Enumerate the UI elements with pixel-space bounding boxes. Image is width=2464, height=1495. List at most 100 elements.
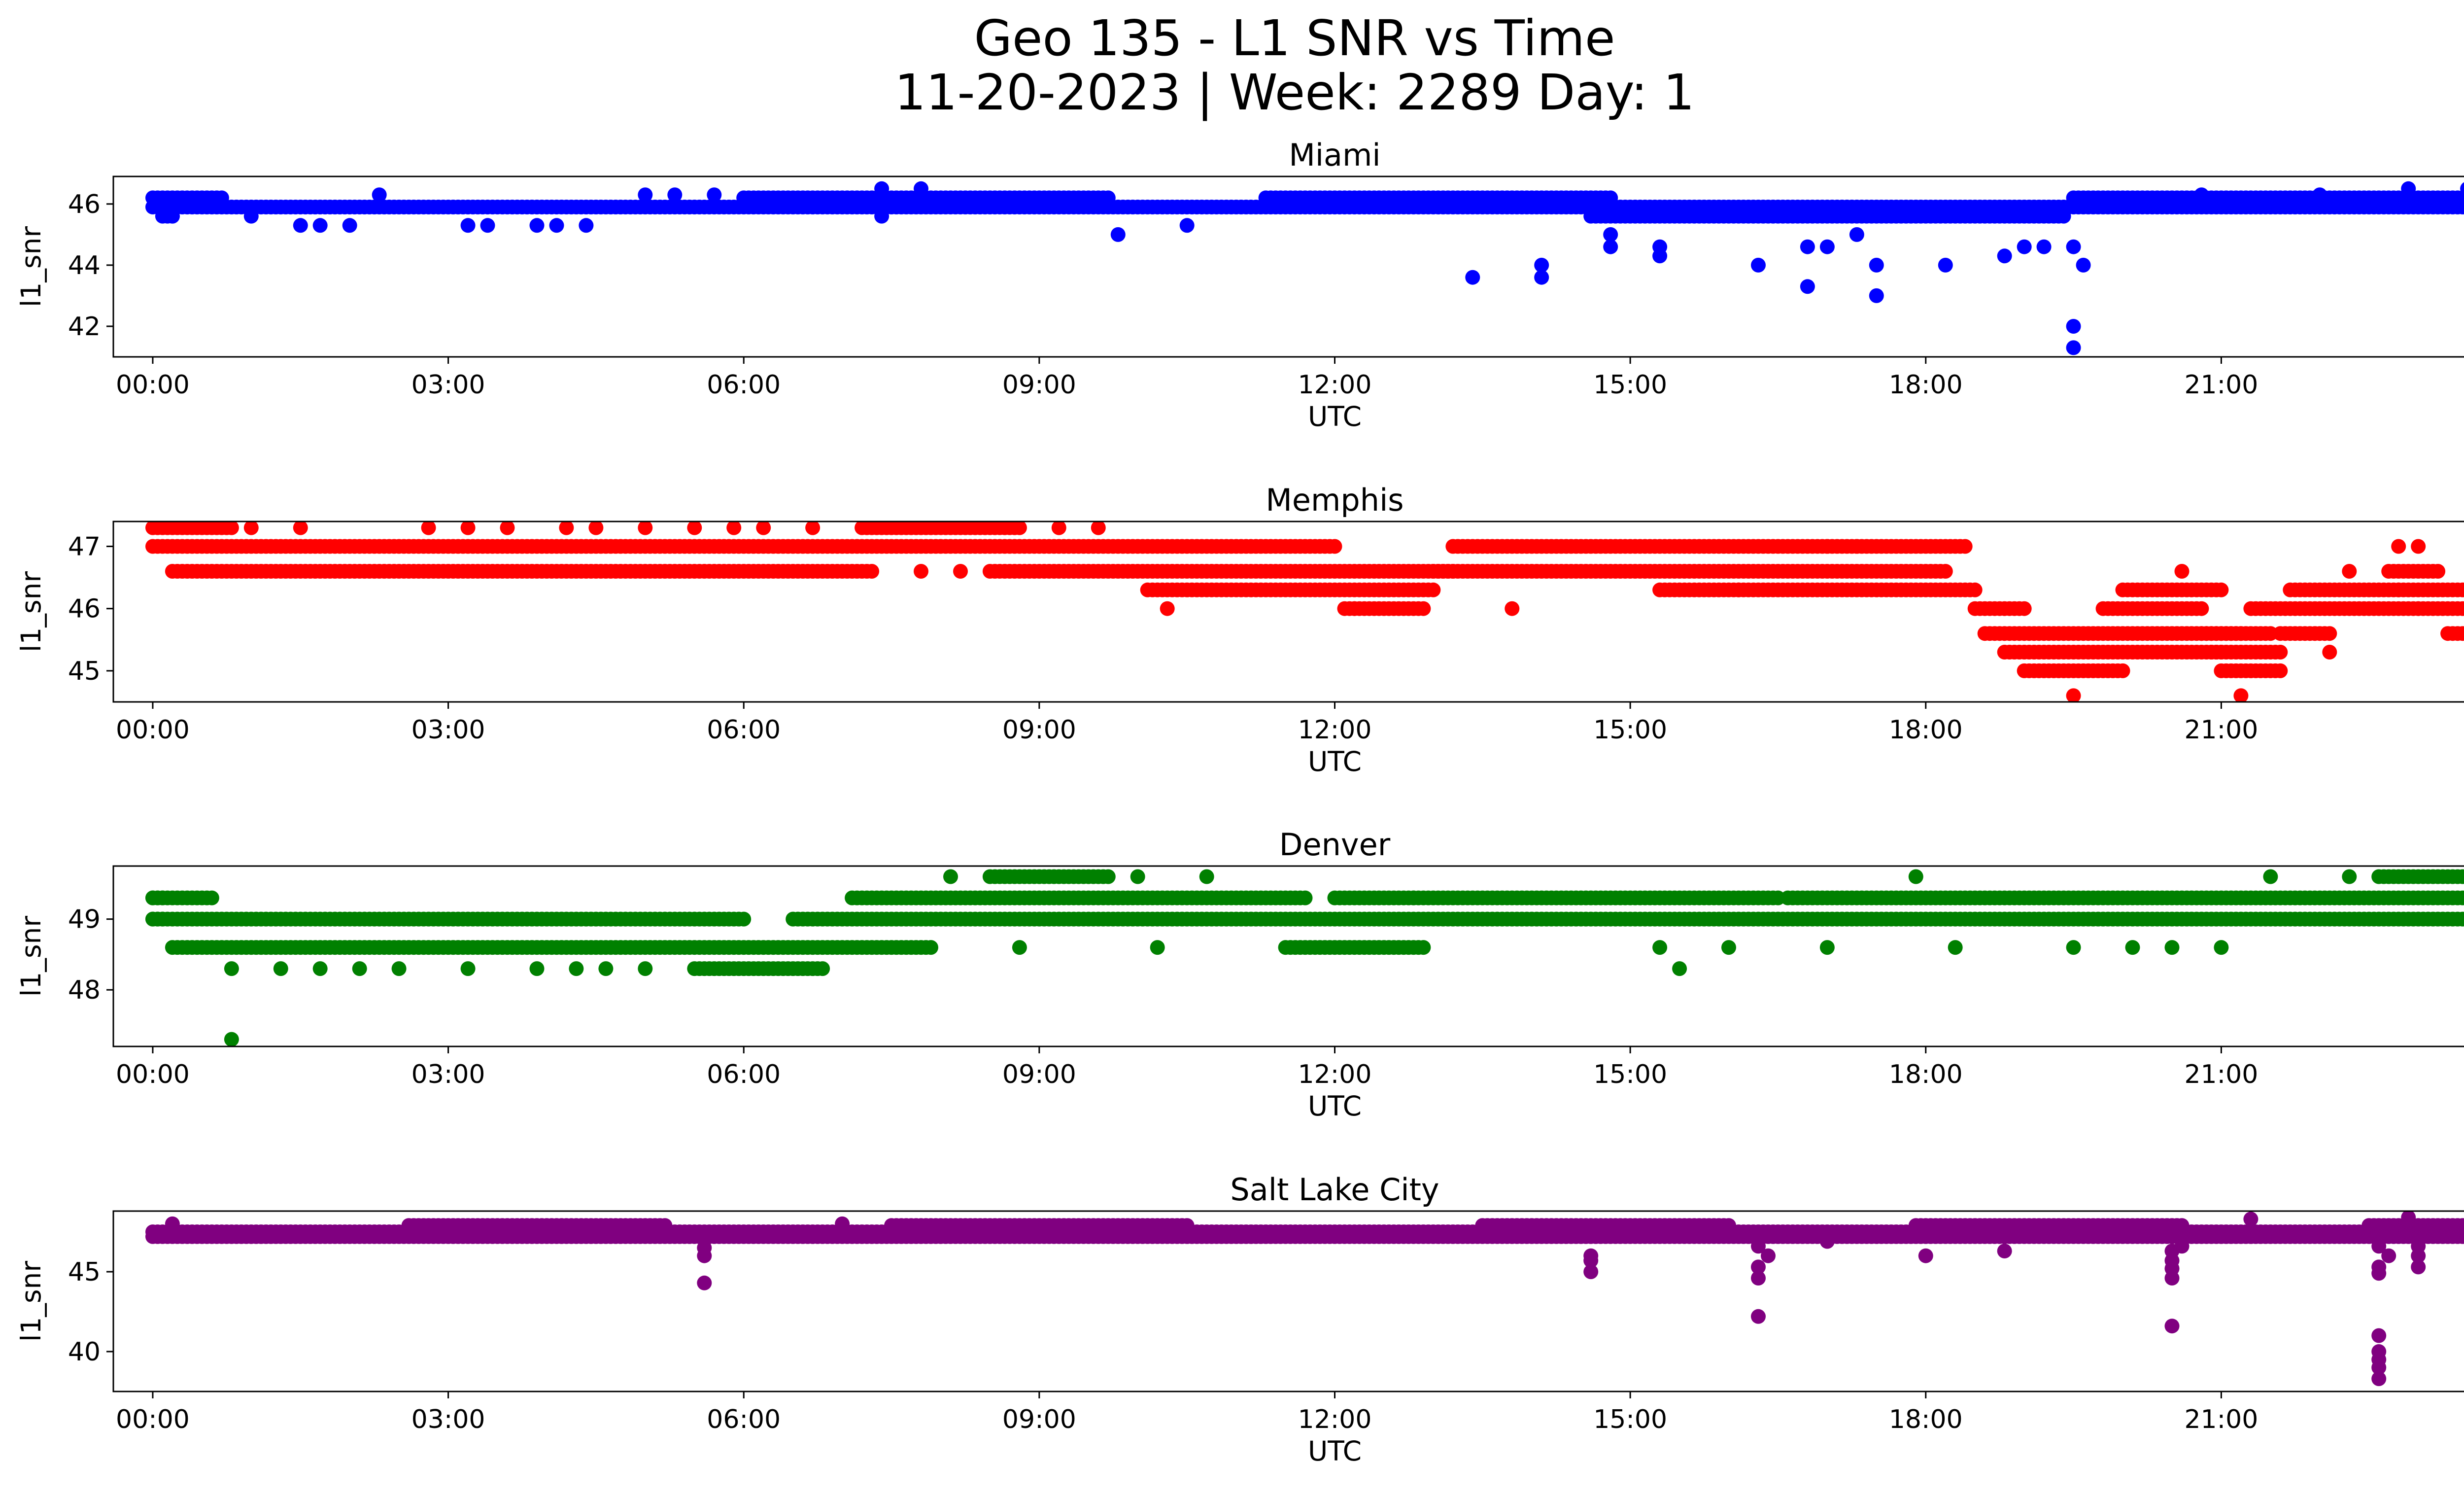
data-point (2411, 1259, 2426, 1275)
data-point (372, 187, 387, 203)
data-point (312, 961, 328, 976)
data-point (2342, 564, 2357, 579)
data-point (1534, 270, 1549, 285)
data-point (588, 522, 604, 535)
data-point (835, 1216, 850, 1231)
data-point (1130, 869, 1145, 884)
data-point (2174, 564, 2190, 579)
x-axis-label: UTC (1308, 1435, 1362, 1467)
data-point (224, 961, 239, 976)
data-point (243, 209, 259, 224)
data-point (480, 218, 495, 233)
data-point (2036, 239, 2052, 254)
y-tick-label: 40 (68, 1337, 101, 1367)
data-point (2214, 582, 2229, 597)
data-point (1012, 522, 1027, 535)
x-tick-label: 09:00 (1002, 370, 1076, 400)
data-point (1751, 1239, 1766, 1254)
data-point (1938, 564, 1953, 579)
y-tick-label: 45 (68, 657, 101, 686)
x-tick-label: 12:00 (1298, 370, 1372, 400)
data-point (1761, 1248, 1776, 1263)
data-point (529, 218, 545, 233)
x-tick-label: 09:00 (1002, 1405, 1076, 1434)
data-point (1426, 582, 1441, 597)
y-tick-label: 44 (68, 251, 101, 280)
data-point (2273, 645, 2288, 660)
x-tick-label: 00:00 (116, 1060, 190, 1089)
data-point (460, 218, 476, 233)
x-tick-label: 03:00 (411, 1060, 485, 1089)
subplot-title: Salt Lake City (1230, 1172, 1439, 1208)
data-point (2164, 1319, 2180, 1334)
data-point (1849, 227, 1864, 242)
data-point (2342, 869, 2357, 884)
data-point (1100, 869, 1116, 884)
x-tick-label: 18:00 (1889, 1405, 1963, 1434)
data-point (2371, 1239, 2387, 1254)
data-point (736, 911, 752, 927)
data-point (2411, 1248, 2426, 1263)
data-point (1957, 539, 1973, 554)
x-tick-label: 18:00 (1889, 1060, 1963, 1089)
x-tick-label: 15:00 (1593, 715, 1667, 745)
y-tick-label: 45 (68, 1257, 101, 1287)
x-tick-label: 18:00 (1889, 370, 1963, 400)
y-tick-label: 46 (68, 190, 101, 219)
data-point (914, 564, 928, 579)
data-point (1849, 539, 1864, 554)
data-point (1505, 601, 1520, 616)
data-point (460, 961, 476, 976)
data-point (569, 961, 584, 976)
x-tick-label: 21:00 (2184, 1060, 2258, 1089)
subplot-title: Miami (1289, 137, 1380, 173)
data-point (1150, 940, 1165, 955)
x-tick-label: 06:00 (707, 370, 781, 400)
data-point (1800, 279, 1815, 294)
data-point (204, 890, 219, 905)
data-point (2460, 1230, 2464, 1244)
data-point (953, 564, 968, 579)
data-point (2460, 870, 2464, 883)
figure-title-line2: 11-20-2023 | Week: 2289 Day: 1 (894, 64, 1694, 121)
data-point (2460, 191, 2464, 205)
y-tick-label: 47 (68, 532, 101, 561)
x-tick-label: 06:00 (707, 715, 781, 745)
data-point (1800, 239, 1815, 254)
data-point (2115, 663, 2130, 678)
x-tick-label: 12:00 (1298, 1405, 1372, 1434)
x-tick-label: 12:00 (1298, 715, 1372, 745)
data-point (687, 522, 702, 535)
data-point (1465, 270, 1480, 285)
subplot-salt-lake-city: Salt Lake City 00:00 03:00 06:00 09:00 12:00 1… (15, 1172, 2464, 1467)
data-point (391, 961, 407, 976)
x-tick-label: 06:00 (707, 1060, 781, 1089)
data-point (1110, 227, 1126, 242)
data-point (579, 218, 594, 233)
x-tick-label: 06:00 (707, 1405, 781, 1434)
data-point (549, 218, 564, 233)
data-point (1948, 940, 1963, 955)
y-tick-label: 46 (68, 594, 101, 624)
data-point (1751, 257, 1766, 273)
data-point (2312, 187, 2327, 203)
data-point (2401, 1211, 2416, 1225)
data-point (707, 187, 722, 203)
data-point (1100, 190, 1116, 206)
data-point (224, 1032, 239, 1046)
data-point (1918, 1248, 1933, 1263)
y-tick-label: 49 (68, 905, 101, 935)
data-point (756, 522, 771, 535)
data-point (1869, 288, 1884, 303)
data-point (1583, 1248, 1599, 1263)
data-point (2125, 940, 2140, 955)
data-point (243, 522, 259, 535)
x-tick-label: 00:00 (116, 370, 190, 400)
data-point (1751, 1309, 1766, 1324)
data-point (224, 522, 239, 535)
x-tick-label: 15:00 (1593, 1405, 1667, 1434)
data-point (1603, 239, 1618, 254)
data-point (2194, 187, 2209, 203)
data-point (2371, 1328, 2387, 1343)
